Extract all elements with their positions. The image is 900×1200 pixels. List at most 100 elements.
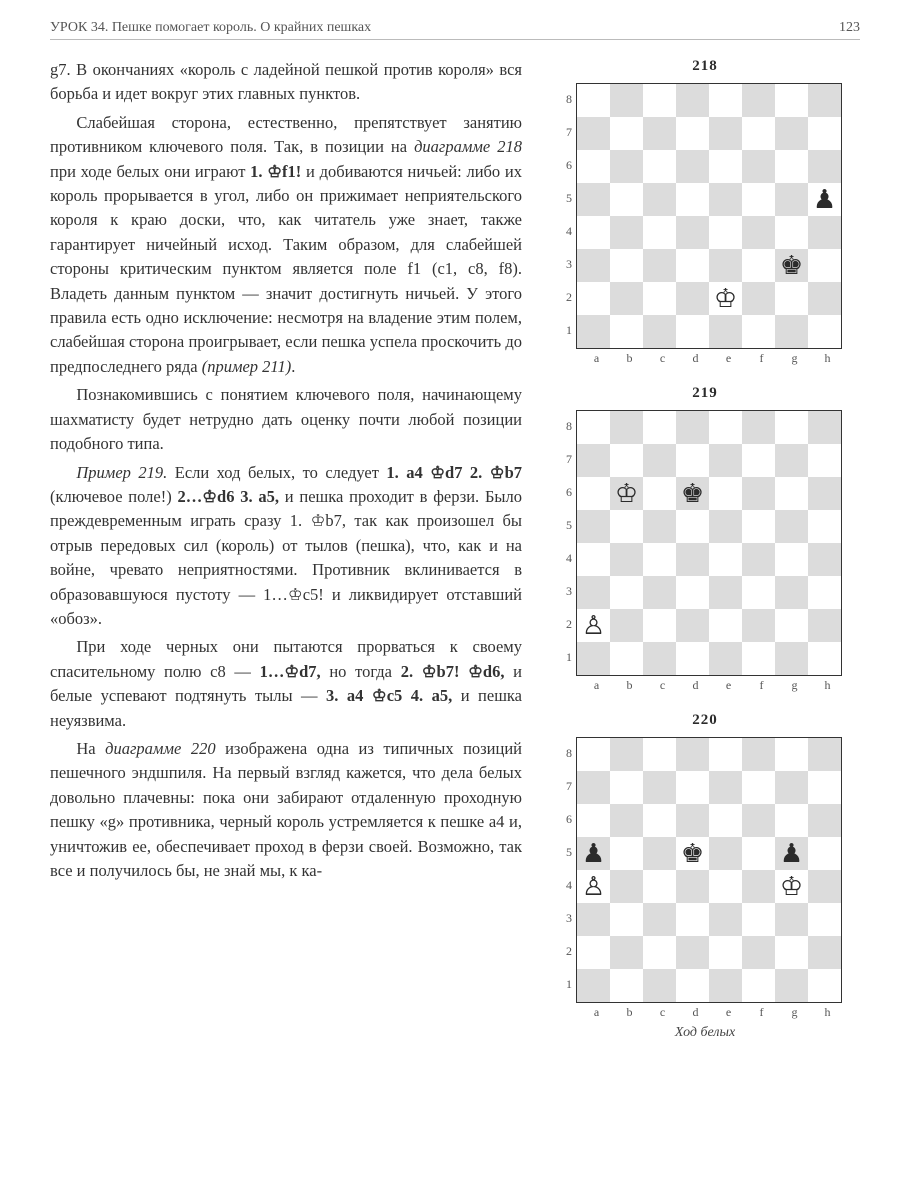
page-number: 123 [839,20,860,36]
square [775,510,808,543]
file-label: b [627,351,633,366]
square [808,870,841,903]
square [676,411,709,444]
file-label: c [660,1005,665,1020]
square [643,936,676,969]
square [709,903,742,936]
diagram-number: 218 [550,58,860,75]
square [676,84,709,117]
square [676,150,709,183]
square [676,870,709,903]
file-label: b [627,678,633,693]
white-pawn: ♙ [577,870,610,903]
square [577,576,610,609]
square [709,249,742,282]
square [709,444,742,477]
rank-labels: 87654321 [566,737,576,1001]
square [742,216,775,249]
rank-label: 3 [566,584,572,599]
file-label: a [594,1005,599,1020]
square [676,249,709,282]
body-text: g7. В окончаниях «король с ладейной пешк… [50,58,522,1041]
square [775,315,808,348]
square [577,249,610,282]
square [742,969,775,1002]
square [643,771,676,804]
square [676,804,709,837]
square [742,510,775,543]
square [610,969,643,1002]
square [676,510,709,543]
paragraph-1: g7. В окончаниях «король с ладейной пешк… [50,58,522,107]
file-label: f [760,678,764,693]
rank-label: 8 [566,92,572,107]
square [742,609,775,642]
rank-labels: 87654321 [566,83,576,347]
square [643,216,676,249]
square [610,249,643,282]
square [610,84,643,117]
file-label: c [660,678,665,693]
running-header: УРОК 34. Пешке помогает король. О крайни… [50,20,860,40]
square [808,738,841,771]
square [808,969,841,1002]
square [709,642,742,675]
square [775,477,808,510]
square [577,444,610,477]
square [775,771,808,804]
square [808,117,841,150]
square [676,936,709,969]
rank-label: 7 [566,125,572,140]
square [643,477,676,510]
rank-label: 7 [566,779,572,794]
square [775,543,808,576]
square [775,936,808,969]
rank-labels: 87654321 [566,410,576,674]
square [709,771,742,804]
square [610,837,643,870]
square [676,969,709,1002]
rank-label: 6 [566,485,572,500]
file-label: d [693,678,699,693]
square [742,411,775,444]
chessboard: ♟♚♔ [576,83,842,349]
square [610,411,643,444]
file-label: g [792,678,798,693]
square [577,936,610,969]
square [643,183,676,216]
square [643,642,676,675]
square [676,315,709,348]
square [577,183,610,216]
square [709,183,742,216]
square [808,837,841,870]
square [643,117,676,150]
rank-label: 2 [566,944,572,959]
file-label: e [726,351,731,366]
square [577,117,610,150]
square [577,969,610,1002]
square [808,84,841,117]
paragraph-2: Слабейшая сторона, естественно, препятст… [50,111,522,379]
square [742,249,775,282]
square [577,804,610,837]
square [610,804,643,837]
black-king: ♚ [676,837,709,870]
square [742,117,775,150]
square [610,771,643,804]
square [577,150,610,183]
board-219: 87654321♔♚♙abcdefgh [566,410,844,693]
square [610,150,643,183]
rank-label: 3 [566,257,572,272]
diagram-column: 218 87654321♟♚♔abcdefgh 219 87654321♔♚♙a… [550,58,860,1041]
square [577,510,610,543]
square [742,903,775,936]
rank-label: 6 [566,812,572,827]
square [709,936,742,969]
rank-label: 4 [566,551,572,566]
square [709,609,742,642]
square [577,282,610,315]
board-218: 87654321♟♚♔abcdefgh [566,83,844,366]
diagram-number: 219 [550,385,860,402]
square [808,282,841,315]
square [742,543,775,576]
